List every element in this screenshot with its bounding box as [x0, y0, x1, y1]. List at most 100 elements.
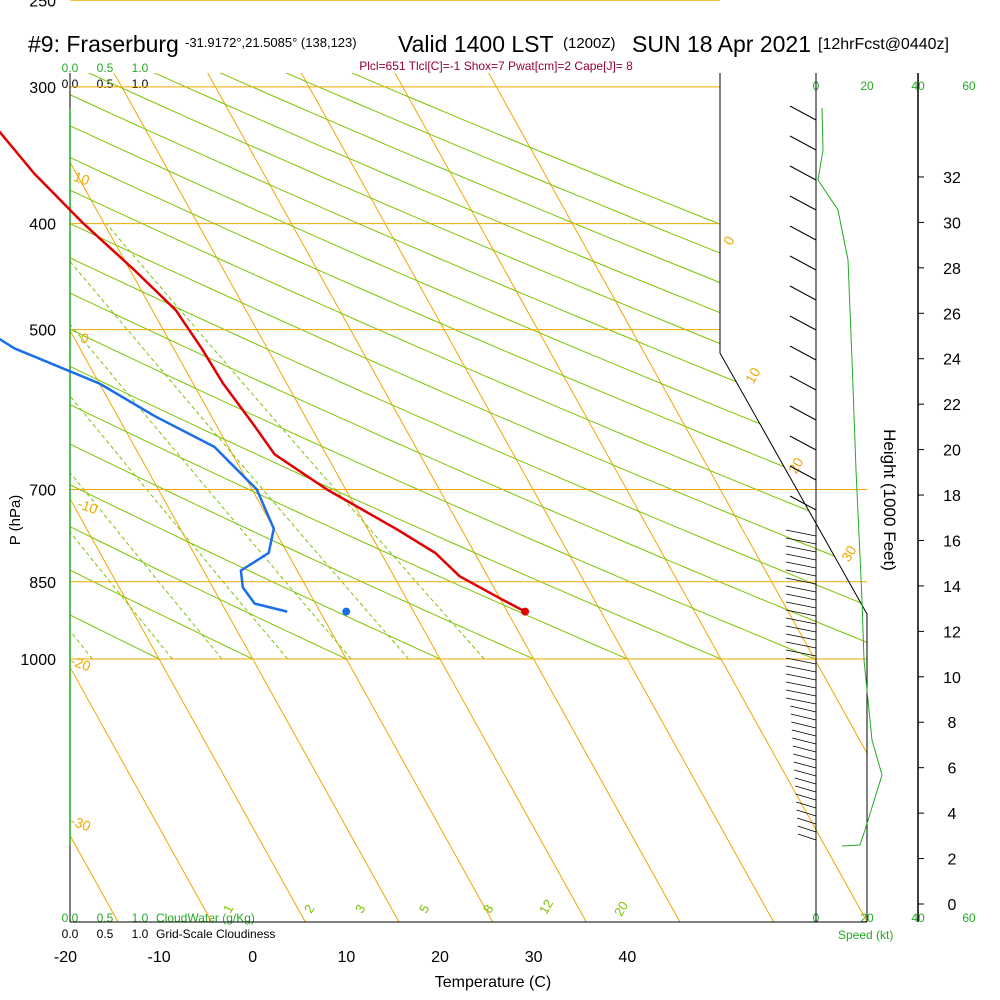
- height-tick-label: 24: [943, 352, 961, 369]
- wind-barb: [789, 105, 817, 121]
- isotherm-label: -30: [68, 812, 93, 834]
- wind-barb: [797, 825, 817, 833]
- wind-barb: [785, 569, 817, 577]
- height-tick-label: 28: [943, 261, 961, 278]
- wind-barbs: [785, 105, 817, 841]
- height-tick-label: 18: [943, 488, 961, 505]
- valid-utc: (1200Z): [563, 35, 616, 52]
- height-tick-label: 32: [943, 170, 961, 187]
- wind-barb: [785, 633, 817, 641]
- height-tick-label: 14: [943, 579, 961, 596]
- wind-barb: [789, 165, 817, 181]
- pressure-tick-label: 300: [29, 80, 56, 97]
- wind-barb: [785, 657, 817, 665]
- dry-adiabat-line: [70, 73, 867, 660]
- height-tick-label: 30: [943, 215, 961, 232]
- wind-barb: [785, 609, 817, 617]
- isotherm-label: 0: [720, 233, 738, 248]
- mixing-ratio-label: 2: [301, 902, 318, 916]
- mixing-ratio-label: 8: [480, 902, 497, 916]
- wind-barb: [789, 435, 817, 451]
- speed-top-60: 60: [962, 79, 976, 93]
- isotherm-label: 20: [785, 455, 807, 477]
- wind-barb: [785, 601, 817, 609]
- stability-indices: Plcl=651 Tlcl[C]=-1 Shox=7 Pwat[cm]=2 Ca…: [359, 59, 633, 73]
- mixing-ratio-line: [70, 223, 173, 660]
- dry-adiabat-line: [77, 73, 867, 660]
- pressure-tick-label: 400: [29, 217, 56, 234]
- wind-barb: [785, 545, 817, 553]
- dry-adiabat-line: [70, 73, 534, 660]
- wind-barb: [794, 777, 817, 785]
- dry-adiabat-line: [70, 73, 867, 660]
- mixing-ratio-line: [70, 223, 409, 660]
- mixing-ratio-label: 5: [416, 902, 433, 916]
- isotherm-line: [394, 73, 867, 922]
- speed-bot-60: 60: [962, 911, 976, 925]
- dry-adiabat-line: [70, 73, 867, 660]
- height-axis-title: Height (1000 Feet): [880, 429, 899, 571]
- cloud-top-g0: 0.0: [62, 61, 79, 75]
- wind-barb: [789, 285, 817, 301]
- plot-area: [70, 73, 867, 922]
- wind-barb: [789, 255, 817, 271]
- isotherm-line: [70, 73, 400, 922]
- wind-barb: [789, 375, 817, 391]
- dry-adiabats: [70, 73, 867, 660]
- wind-barb: [789, 195, 817, 211]
- temperature-tick-label: 20: [431, 949, 449, 966]
- speed-scale-top: 0 20 40 60: [813, 79, 976, 93]
- surface-temperature-marker: [521, 607, 530, 616]
- y-axis-title: P (hPa): [7, 495, 24, 546]
- dry-adiabat-line: [70, 73, 441, 660]
- wind-barb: [790, 713, 817, 721]
- wind-barb: [791, 729, 817, 737]
- cloud-top-g2: 1.0: [132, 61, 149, 75]
- height-tick-label: 16: [943, 533, 961, 550]
- dry-adiabat-line: [70, 73, 815, 660]
- cloud-top-b2: 1.0: [132, 77, 149, 91]
- wind-barb: [789, 345, 817, 361]
- temperature-tick-label: -10: [148, 949, 171, 966]
- mixing-ratio-label: 12: [536, 897, 556, 917]
- cloudiness-label: Grid-Scale Cloudiness: [156, 927, 275, 941]
- temperature-profile: [0, 130, 526, 613]
- dry-adiabat-line: [70, 73, 628, 660]
- wind-barb: [785, 529, 817, 537]
- wind-barb: [785, 553, 817, 561]
- isotherm-line: [488, 73, 867, 922]
- wind-barb: [794, 769, 817, 777]
- temperature-tick-label: 40: [618, 949, 636, 966]
- wind-barb: [792, 737, 817, 745]
- isotherm-line: [70, 73, 494, 922]
- height-tick-label: 2: [948, 852, 957, 869]
- dry-adiabat-line: [70, 73, 867, 660]
- x-axis-title: Temperature (C): [435, 974, 551, 991]
- speed-top-20: 20: [860, 79, 874, 93]
- wind-barb: [785, 689, 817, 697]
- isotherm-line: [207, 73, 681, 922]
- wind-barb: [789, 315, 817, 331]
- forecast-info: [12hrFcst@0440z]: [818, 36, 949, 53]
- temperature-tick-label: -20: [54, 949, 77, 966]
- wind-barb: [793, 753, 817, 761]
- wind-barb: [785, 697, 817, 705]
- height-tick-label: 26: [943, 306, 961, 323]
- pressure-tick-label: 1000: [20, 652, 56, 669]
- station-coords: -31.9172°,21.5085° (138,123): [185, 35, 357, 50]
- wind-barb: [785, 649, 817, 657]
- isotherm-label: -20: [68, 652, 93, 674]
- wind-barb: [796, 801, 817, 809]
- wind-barb: [785, 593, 817, 601]
- wind-barb: [785, 665, 817, 673]
- wind-speed-profile: [817, 107, 883, 847]
- height-tick-label: 4: [948, 806, 957, 823]
- isotherm-line: [70, 73, 306, 922]
- mixing-ratio-line: [70, 223, 223, 660]
- dry-adiabat-line: [70, 73, 867, 660]
- temperature-tick-label: 10: [337, 949, 355, 966]
- pressure-tick-label: 500: [29, 323, 56, 340]
- isotherm-label: -10: [75, 495, 100, 517]
